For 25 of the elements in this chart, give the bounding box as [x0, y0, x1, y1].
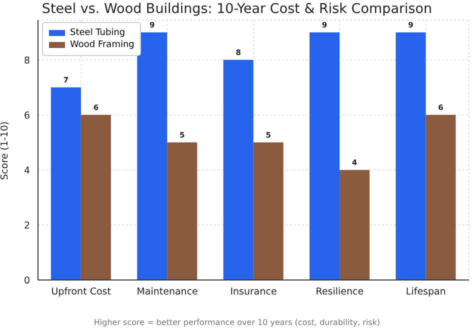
bar — [426, 114, 456, 280]
bar — [50, 87, 81, 280]
x-tick-label: Lifespan — [406, 286, 446, 298]
bar — [310, 32, 340, 280]
bar — [396, 32, 426, 280]
legend-label: Steel Tubing — [70, 27, 126, 39]
bar — [340, 170, 370, 280]
y-tick-label: 6 — [24, 110, 30, 122]
y-tick-label: 2 — [24, 220, 30, 232]
x-tick-label: Maintenance — [136, 286, 198, 298]
chart-title: Steel vs. Wood Buildings: 10-Year Cost & Risk Comparison — [40, 1, 434, 17]
y-tick-label: 4 — [24, 165, 30, 176]
legend-label: Wood Framing — [70, 39, 134, 51]
x-tick-label: Upfront Cost — [51, 286, 112, 298]
bar — [223, 60, 254, 280]
y-axis-title: Score (1-10) — [0, 121, 10, 180]
y-tick-label: 0 — [24, 275, 30, 286]
x-tick-label: Insurance — [230, 286, 277, 298]
bar — [137, 32, 168, 280]
bar — [167, 142, 198, 280]
y-tick-label: 8 — [24, 55, 30, 66]
bar — [253, 142, 284, 280]
x-tick-label: Resilience — [316, 286, 364, 298]
bar — [80, 114, 111, 280]
text: Higher score = better performance over 10 years (cost, durability, risk) — [92, 318, 382, 327]
